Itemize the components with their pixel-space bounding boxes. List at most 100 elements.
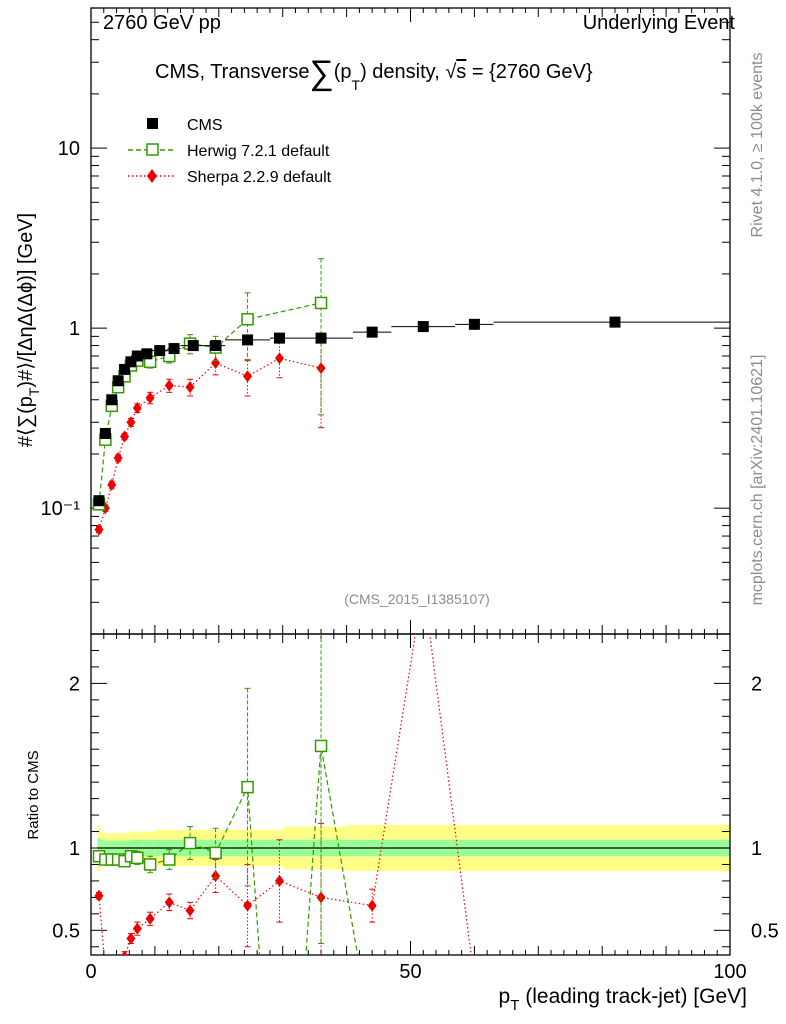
main-frame — [90, 7, 731, 635]
sherpa-ratio-point — [107, 982, 116, 994]
header-right: Underlying Event — [583, 12, 736, 34]
mcplots-label: mcplots.cern.ch [arXiv:2401.10621] — [749, 355, 766, 606]
y-tick-label: 1 — [69, 318, 80, 340]
y-tick-label: 10 — [58, 138, 80, 160]
sherpa-point — [132, 402, 142, 415]
main-plot: 10⁻¹ 1 10 — [41, 7, 731, 635]
sherpa-ratio-point — [114, 965, 123, 977]
sherpa-point — [94, 523, 104, 536]
cms-point — [119, 363, 131, 375]
herwig-line — [98, 302, 322, 505]
x-axis-label: pT (leading track-jet) [GeV] — [499, 985, 747, 1014]
sherpa-ratio-point — [275, 874, 285, 887]
ratio-band-group — [97, 824, 730, 872]
cms-point — [210, 340, 222, 352]
cms-point — [417, 321, 429, 333]
sherpa-point — [211, 357, 221, 370]
title-suffix: ) density, — [360, 61, 445, 83]
rivet-label: Rivet 4.1.0, ≥ 100k events — [749, 53, 766, 238]
cms-point — [315, 332, 327, 344]
title-p: (p — [334, 61, 352, 83]
y-axis-label-end: )#⟩/[ΔηΔ(Δϕ)] [GeV] — [15, 213, 37, 388]
cms-point — [366, 326, 378, 338]
cms-point — [187, 340, 199, 352]
y-axis-label-main: #⟨∑(p — [15, 396, 37, 447]
x-axis-label-rest: (leading track-jet) [GeV] — [519, 985, 747, 1008]
ratio-y-tick-label-right: 1 — [751, 838, 762, 860]
herwig-ratio-point — [131, 851, 144, 865]
title-sqrt: √ — [445, 61, 456, 83]
cms-point — [468, 318, 480, 330]
herwig-ratio-point — [241, 780, 254, 794]
title-s: s — [456, 61, 466, 83]
main-series-group — [92, 258, 730, 536]
y-axis-label-sub: T — [26, 387, 42, 396]
sherpa-ratio-point — [126, 932, 136, 945]
y-axis-label: #⟨∑(pT)#⟩/[ΔηΔ(Δϕ)] [GeV] — [15, 213, 42, 447]
cms-point — [609, 316, 621, 328]
header-left: 2760 GeV pp — [103, 12, 221, 34]
x-tick-label: 100 — [713, 961, 746, 983]
ratio-y-tick-label: 0.5 — [52, 920, 80, 942]
cms-point — [93, 495, 105, 507]
herwig-ratio-point — [163, 853, 176, 866]
ratio-y-tick-label: 2 — [69, 673, 80, 695]
herwig-ratio-point — [183, 836, 197, 850]
cms-point — [141, 348, 153, 360]
legend-sherpa-label: Sherpa 2.2.9 default — [187, 169, 332, 186]
title-prefix: CMS, Transverse — [155, 61, 309, 83]
sherpa-ratio-point — [121, 950, 128, 955]
x-tick-label: 0 — [85, 961, 96, 983]
sherpa-ratio-point — [367, 899, 377, 912]
sherpa-point — [164, 379, 174, 392]
legend-herwig-label: Herwig 7.2.1 default — [187, 143, 330, 160]
legend-sherpa-marker — [147, 169, 157, 183]
sherpa-point — [120, 430, 130, 443]
title-T: T — [352, 77, 361, 93]
sherpa-point — [113, 451, 123, 464]
cms-point — [106, 394, 118, 406]
cms-point — [168, 343, 180, 355]
y-tick-label: 10⁻¹ — [41, 498, 81, 520]
herwig-ratio-point — [209, 846, 222, 860]
sherpa-ratio-point — [185, 904, 195, 917]
sherpa-ratio-point — [94, 889, 104, 902]
legend: CMS Herwig 7.2.1 default Sherpa 2.2.9 de… — [128, 117, 332, 186]
chart-title: CMS, Transverse∑(pT) density, √s = {2760… — [155, 54, 593, 93]
x-axis-label-p: p — [499, 985, 511, 1008]
sherpa-ratio-point — [243, 899, 253, 912]
sherpa-point — [126, 416, 136, 429]
sherpa-ratio-point — [164, 896, 174, 909]
sherpa-point — [145, 391, 155, 404]
cms-point — [125, 356, 137, 368]
cms-point — [99, 427, 111, 439]
cms-point — [112, 375, 124, 387]
legend-cms-label: CMS — [187, 117, 223, 134]
analysis-id: (CMS_2015_I1385107) — [344, 591, 490, 607]
herwig-point — [314, 296, 328, 310]
sherpa-line — [98, 357, 322, 530]
cms-point — [131, 350, 143, 362]
x-axis-label-T: T — [510, 997, 519, 1014]
legend-herwig-marker — [146, 143, 159, 156]
sherpa-ratio-point — [145, 912, 155, 925]
sherpa-point — [275, 352, 285, 365]
cms-point — [242, 334, 254, 346]
sherpa-ratio-point — [101, 965, 110, 977]
sherpa-point — [107, 478, 117, 491]
sherpa-point — [185, 381, 195, 394]
sherpa-ratio-point — [211, 869, 221, 882]
ratio-series-group — [92, 634, 472, 994]
legend-cms-marker — [147, 118, 158, 129]
title-sum: ∑ — [309, 54, 333, 92]
sherpa-ratio-line — [98, 634, 472, 955]
x-tick-label: 50 — [399, 961, 421, 983]
cms-point — [154, 345, 166, 357]
herwig-point — [241, 313, 254, 326]
herwig-ratio-point — [143, 858, 157, 871]
ratio-frame — [90, 633, 731, 956]
ratio-y-tick-label-right: 2 — [751, 673, 762, 695]
title-energy: = {2760 GeV} — [466, 61, 593, 83]
